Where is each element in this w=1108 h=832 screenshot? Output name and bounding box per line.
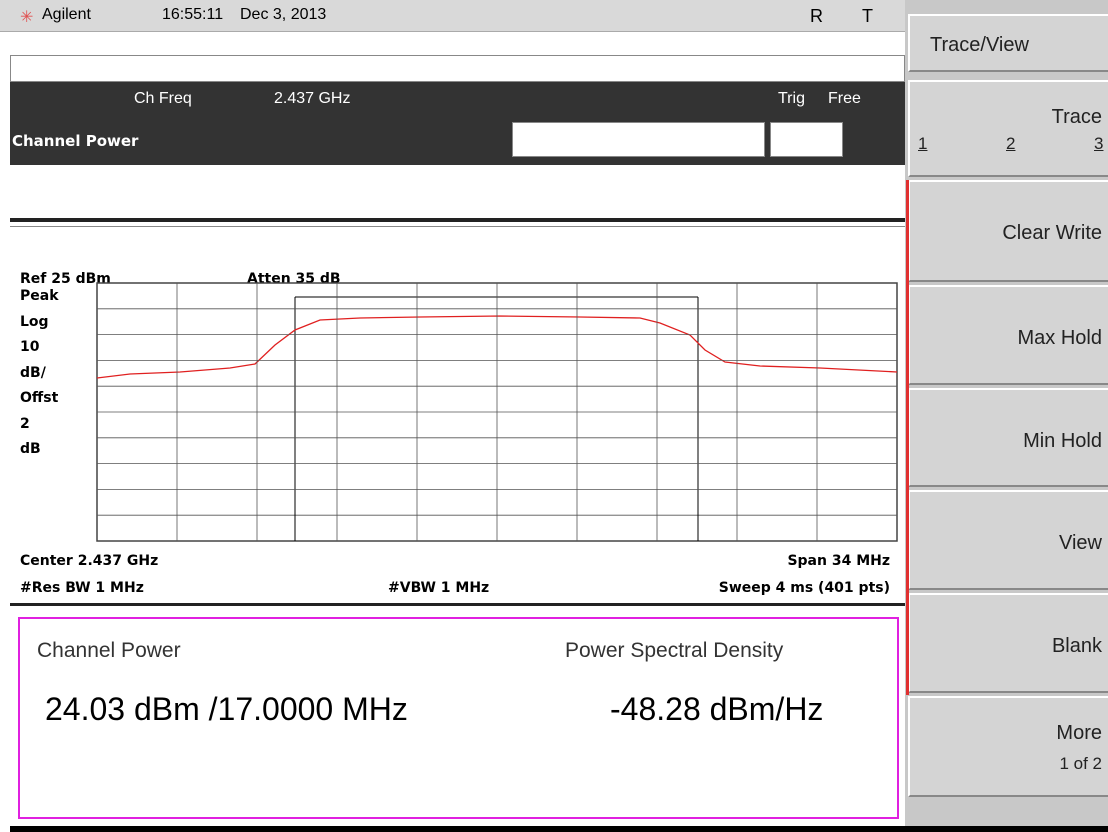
softkey-label: View: [1059, 532, 1102, 554]
divider: [10, 218, 905, 222]
channel-power: 24.03 dBm /17.0000 MHz: [45, 691, 408, 727]
softkey[interactable]: More 1 of 2: [908, 696, 1108, 797]
mode: Channel Power: [12, 132, 139, 150]
results-box: Channel Power 24.03 dBm /17.0000 MHz Pow…: [18, 617, 899, 819]
trig: Free: [828, 90, 861, 107]
logo: ✳: [20, 9, 34, 26]
active-bar: [906, 180, 909, 695]
psd-label: Power Spectral Density: [565, 639, 784, 662]
softkey-label: Max Hold: [1017, 327, 1102, 349]
sweep: Sweep 4 ms (401 pts): [718, 580, 890, 596]
header: Ch Freq 2.437 GHz Trig Free Channel Powe…: [10, 82, 905, 165]
status-bar: ✳ Agilent 16:55:11 Dec 3, 2013 R T: [0, 0, 905, 32]
softkey[interactable]: Trace 1 2 3: [908, 80, 1108, 177]
flag: R: [810, 6, 823, 26]
softkey[interactable]: Min Hold: [908, 388, 1108, 487]
scale-label: Peak: [20, 288, 59, 304]
softkey-title[interactable]: Trace/View: [908, 14, 1108, 72]
softkey-title-label: Trace/View: [930, 34, 1029, 56]
field-box: [512, 122, 765, 157]
softkey[interactable]: Clear Write: [908, 180, 1108, 282]
scale-label: 2: [20, 415, 30, 432]
ch-freq: 2.437 GHz: [274, 90, 351, 107]
date: Dec 3, 2013: [240, 6, 327, 23]
scale-label: dB: [20, 441, 41, 457]
flag: T: [862, 6, 873, 26]
trig-label: Trig: [778, 90, 805, 107]
softkey-sub: 1: [918, 134, 928, 153]
scale-label: 10: [20, 339, 40, 355]
res-bw: #Res BW 1 MHz: [20, 580, 144, 596]
softkey-label: Clear Write: [1002, 222, 1102, 244]
vbw: #VBW 1 MHz: [388, 580, 490, 596]
softkey[interactable]: Blank: [908, 593, 1108, 693]
scale-label: dB/: [20, 364, 46, 381]
time: 16:55:11: [162, 6, 224, 23]
span: Span 34 MHz: [787, 553, 890, 569]
softkey[interactable]: Max Hold: [908, 285, 1108, 385]
softkey-label: More: [1056, 722, 1102, 744]
scale-label: Log: [20, 313, 49, 330]
field-box: [770, 122, 843, 157]
ref-level: Ref 25 dBm: [20, 271, 111, 287]
softkey-label: Blank: [1051, 635, 1102, 657]
left-labels: Peak Log 10 dB/Offst 2 dB: [20, 288, 90, 520]
softkey-sub: 2: [1006, 134, 1016, 153]
softkey-label: Min Hold: [1023, 430, 1102, 452]
softkey-sub: 1 of 2: [1059, 754, 1102, 773]
psd: -48.28 dBm/Hz: [610, 691, 824, 727]
channel-power-label: Channel Power: [37, 639, 181, 662]
entry-line: [10, 55, 905, 82]
divider: [10, 226, 905, 227]
divider: [10, 603, 905, 606]
softkey[interactable]: View: [908, 490, 1108, 590]
brand: Agilent: [42, 6, 91, 23]
ch-freq-label: Ch Freq: [134, 90, 192, 107]
footer-bar: [10, 826, 1108, 832]
center-freq: Center 2.437 GHz: [20, 553, 159, 569]
scale-label: Offst: [20, 390, 59, 406]
softkey-sub: 3: [1094, 134, 1104, 153]
softkey-label: Trace: [1051, 106, 1102, 128]
